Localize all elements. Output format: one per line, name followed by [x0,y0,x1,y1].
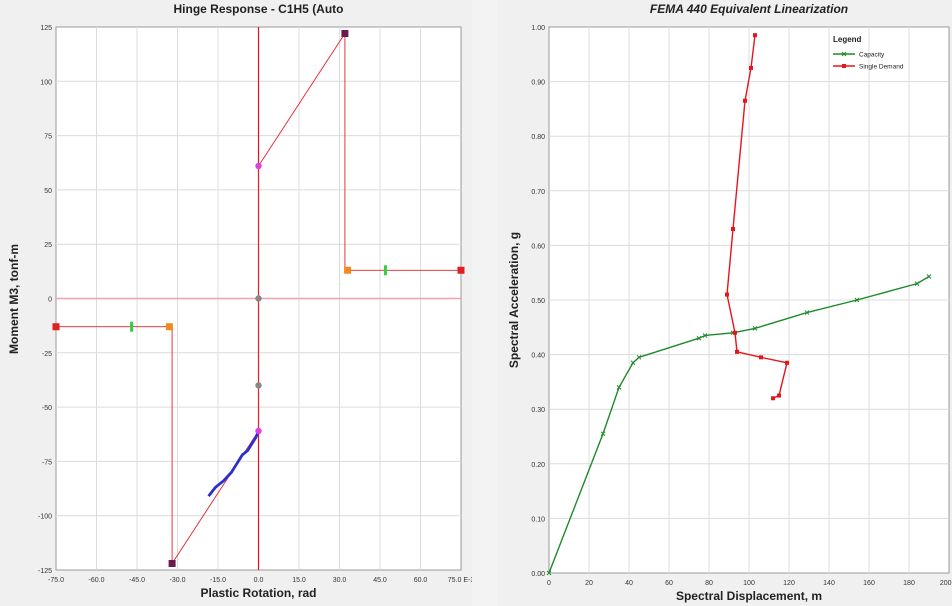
capacity-point [696,335,702,341]
y-tick-label: 0.30 [531,407,545,414]
legend-marker [842,64,846,68]
x-tick-label: 200 E [940,580,952,587]
capacity-point [854,297,860,303]
x-tick-label: 45.0 [373,577,387,584]
x-tick-label: -30.0 [170,577,186,584]
x-axis-label: Spectral Displacement, m [675,589,823,603]
y-tick-label: -50 [42,405,52,412]
fema-linearization-panel: FEMA 440 Equivalent Linearization 0 20 40 6… [497,0,952,606]
hinge-point-marker [344,266,352,274]
legend-label: Single Demand [859,64,904,71]
x-tick-label: 15.0 [292,577,306,584]
hinge-point-marker [255,427,262,435]
legend-marker [841,51,847,57]
y-tick-label: -25 [42,351,52,358]
y-tick-label: 75 [44,134,52,141]
x-tick-label: 120 [783,580,795,587]
hinge-state-marker [130,321,134,332]
hinge-point-marker [165,323,173,331]
hinge-point-marker [52,323,60,331]
capacity-point [600,431,606,437]
demand-point [759,355,763,360]
capacity-point [702,333,708,338]
chart-title: FEMA 440 Equivalent Linearization [649,2,849,16]
x-tick-label: 0 [547,580,551,587]
demand-point [771,396,775,401]
demand-point [753,33,757,38]
y-tick-label: 25 [44,242,52,249]
hinge-point-marker [341,30,349,38]
demand-point [749,65,753,70]
capacity-point [804,310,810,315]
x-axis-label: Plastic Rotation, rad [200,586,317,600]
x-tick-label: 30.0 [333,577,347,584]
hinge-response-chart: -75.0 -60.0 -45.0 -30.0 -15.0 0.0 15.0 30.0 45.0… [38,25,472,584]
capacity-point [914,281,920,286]
x-tick-label: -15.0 [210,577,226,584]
demand-point [743,98,747,103]
demand-point [735,349,739,354]
y-tick-label: 0.80 [531,134,545,141]
y-axis-label: Spectral Acceleration, g [507,231,522,369]
x-tick-label: -75.0 [48,577,64,584]
x-tick-label: 140 [823,580,835,587]
y-tick-label: 1.00 [531,25,545,32]
x-tick-label: 75.0 E-3 [448,577,472,584]
y-tick-label: 125 [40,25,52,32]
x-tick-label: 160 [863,580,875,587]
legend-label: Capacity [859,52,885,59]
x-tick-label: 80 [705,580,713,587]
y-tick-label: 0.40 [531,353,545,360]
y-tick-label: -100 [38,514,52,521]
hinge-point-marker [255,295,262,302]
backbone-line [56,33,461,564]
capacity-point [630,360,636,366]
demand-point [785,360,789,365]
y-tick-label: 0.70 [531,189,545,196]
hinge-point-marker [255,162,262,170]
capacity-point [926,274,932,279]
capacity-point [752,326,758,331]
capacity-point [546,570,552,576]
legend: Legend Capacity Single Demand [833,35,904,71]
y-tick-label: 100 [40,79,52,86]
y-axis-label: Moment M3, tonf-m [7,243,21,354]
demand-point [733,330,737,335]
hinge-state-marker [383,265,387,276]
demand-point [725,292,729,297]
hinge-response-panel: Hinge Response - C1H5 (Auto -75.0 -60.0 -4… [0,0,472,606]
y-tick-label: 0.60 [531,243,545,250]
hysteresis-line [207,430,260,498]
y-tick-label: 0.50 [531,298,545,305]
chart-title: Hinge Response - C1H5 (Auto [173,2,344,16]
y-tick-label: 0.90 [531,80,545,87]
x-tick-label: 20 [585,580,593,587]
x-tick-label: -45.0 [129,577,145,584]
hinge-point-marker [457,266,465,274]
x-tick-label: 60 [665,580,673,587]
x-tick-label: 60.0 [414,577,428,584]
fema-linearization-chart: 0 20 40 60 80 100 120 140 160 180 200 E 1.00 0.90 0.8… [531,25,952,587]
x-tick-label: 100 [743,580,755,587]
y-tick-label: -125 [38,568,52,575]
y-tick-label: 0 [48,297,52,304]
x-tick-label: 0.0 [254,577,264,584]
x-tick-label: 40 [625,580,633,587]
legend-title: Legend [833,35,862,44]
y-tick-label: 50 [44,188,52,195]
demand-point [777,393,781,398]
demand-point [731,227,735,232]
y-tick-label: 0.00 [531,571,545,578]
hinge-point-marker [255,382,262,389]
x-tick-label: -60.0 [89,577,105,584]
y-tick-label: 0.10 [531,516,545,523]
capacity-point [616,385,622,390]
capacity-point [636,354,642,360]
hinge-point-marker [168,559,176,567]
y-tick-label: 0.20 [531,462,545,469]
y-tick-label: -75 [42,459,52,466]
x-tick-label: 180 [903,580,915,587]
